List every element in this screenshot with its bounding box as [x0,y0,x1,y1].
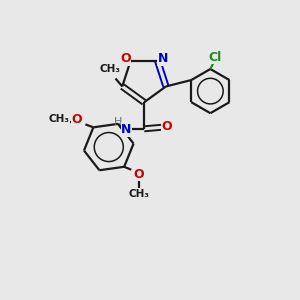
Text: O: O [134,168,144,181]
Text: O: O [120,52,130,65]
Text: CH₃: CH₃ [48,114,69,124]
Text: N: N [158,52,168,65]
Text: Cl: Cl [208,51,221,64]
Text: O: O [162,120,172,133]
Text: O: O [72,113,83,126]
Text: N: N [121,123,132,136]
Text: CH₃: CH₃ [128,189,149,199]
Text: CH₃: CH₃ [100,64,121,74]
Text: H: H [113,117,122,127]
